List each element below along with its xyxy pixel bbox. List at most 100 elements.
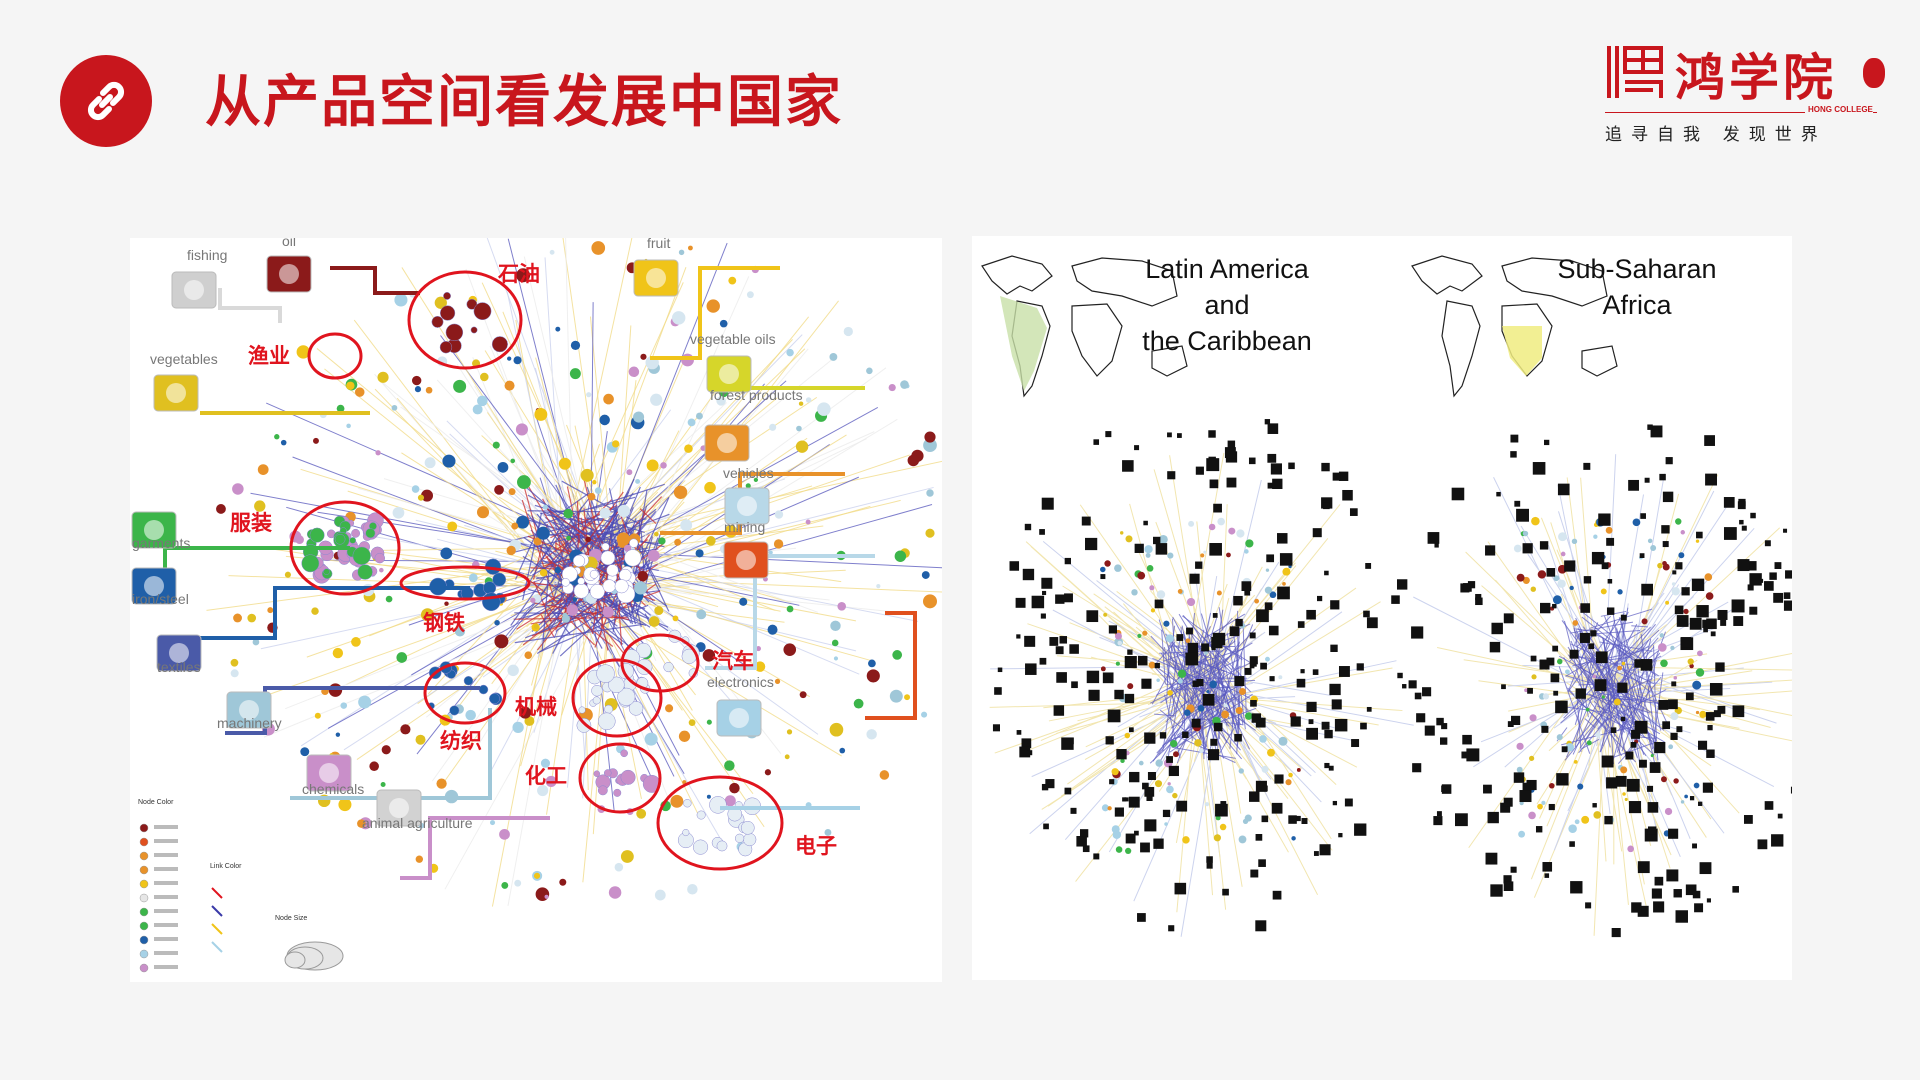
exported-product-marker [1707, 724, 1713, 731]
product-node [1124, 732, 1131, 739]
exported-product-marker [1288, 815, 1297, 824]
product-node [453, 379, 467, 393]
exported-product-marker [1662, 721, 1671, 730]
textiles-category-icon: textiles [156, 634, 202, 675]
exported-product-marker [1433, 816, 1443, 826]
exported-product-marker [1723, 497, 1735, 508]
product-node [499, 828, 510, 840]
exported-product-marker [1696, 605, 1709, 618]
exported-product-marker [1107, 709, 1121, 723]
exported-product-marker [1522, 543, 1533, 554]
iron-steel-category-label: iron/steel [132, 591, 189, 607]
product-node [617, 504, 631, 518]
product-node [1549, 782, 1555, 789]
exported-product-marker [1514, 500, 1521, 507]
south-america-outline [1441, 300, 1481, 398]
exported-product-marker [1064, 557, 1072, 565]
legend-entry-text [154, 825, 178, 829]
legend-entry-text [154, 951, 178, 955]
exported-product-marker [1662, 541, 1669, 548]
exported-product-marker [1513, 772, 1525, 783]
product-node [421, 489, 433, 502]
exported-product-marker [1626, 778, 1640, 792]
region-product-space [1412, 424, 1835, 938]
exported-product-marker [1503, 875, 1512, 884]
exported-product-marker [1235, 618, 1243, 627]
network-link [1563, 657, 1586, 695]
exported-product-marker [1552, 603, 1557, 609]
exported-product-marker [1675, 910, 1688, 923]
electronics-category-label: electronics [707, 674, 774, 690]
product-node [578, 706, 586, 714]
product-node [1285, 779, 1292, 786]
network-link [1615, 499, 1732, 674]
exported-product-marker [1640, 513, 1646, 519]
exported-product-marker [1324, 570, 1329, 576]
exported-product-marker [1692, 843, 1697, 849]
product-node [593, 770, 601, 777]
legend-link-yellow [211, 923, 223, 935]
latam-region-title-line: the Caribbean [1142, 326, 1312, 356]
product-node [377, 371, 389, 383]
north-america-outline [1411, 255, 1483, 295]
network-link [1166, 644, 1170, 703]
exported-product-marker [1137, 655, 1148, 666]
product-node [678, 249, 685, 256]
product-node [1117, 640, 1123, 646]
network-link [1605, 689, 1667, 722]
exported-product-marker [1774, 562, 1782, 569]
exported-product-marker [1583, 462, 1591, 470]
product-node [357, 564, 373, 580]
product-node [594, 487, 602, 495]
oil-highlight-circle [407, 270, 523, 370]
product-node [599, 507, 611, 519]
exported-product-marker [1244, 589, 1251, 596]
exported-product-marker [1124, 693, 1135, 704]
product-node [313, 437, 319, 444]
network-link [1216, 664, 1225, 760]
product-node [1605, 526, 1613, 534]
exported-product-marker [1069, 644, 1079, 654]
exported-product-marker [1696, 531, 1703, 539]
product-node [477, 395, 488, 407]
exported-product-marker [1680, 637, 1692, 648]
network-link [1607, 694, 1645, 885]
exported-product-marker [1705, 712, 1715, 721]
exported-product-marker [1764, 581, 1774, 591]
exported-product-marker [1436, 717, 1444, 726]
exported-product-marker [1483, 784, 1492, 794]
product-node [687, 418, 696, 427]
exported-product-marker [1226, 477, 1237, 488]
exported-product-marker [1140, 842, 1150, 853]
product-node [314, 712, 321, 719]
exported-product-marker [1324, 729, 1333, 739]
exported-product-marker [1598, 513, 1611, 526]
exported-product-marker [1634, 659, 1643, 668]
forest-category-label: forest products [710, 387, 803, 403]
exported-product-marker [1620, 614, 1627, 621]
network-link [1219, 721, 1239, 754]
product-node [1206, 689, 1210, 694]
product-node [1595, 732, 1601, 738]
network-link [1610, 494, 1645, 684]
product-node [576, 718, 592, 733]
exported-product-marker [1783, 528, 1788, 533]
product-node [786, 605, 794, 613]
network-link [1171, 618, 1177, 669]
network-link [1067, 681, 1212, 785]
exported-product-marker [1665, 457, 1673, 465]
product-node [1115, 846, 1123, 853]
exported-product-marker [1783, 592, 1791, 599]
network-link [1572, 649, 1644, 667]
product-node [830, 620, 841, 632]
page-title: 从产品空间看发展中国家 [205, 69, 843, 135]
product-node [328, 683, 343, 697]
product-node [1125, 535, 1133, 543]
product-node [589, 569, 599, 579]
exported-product-marker [1601, 562, 1609, 570]
product-node [805, 519, 811, 525]
network-link [1646, 680, 1668, 723]
product-node [678, 730, 691, 742]
product-node [1182, 836, 1190, 844]
product-node [1150, 608, 1156, 613]
